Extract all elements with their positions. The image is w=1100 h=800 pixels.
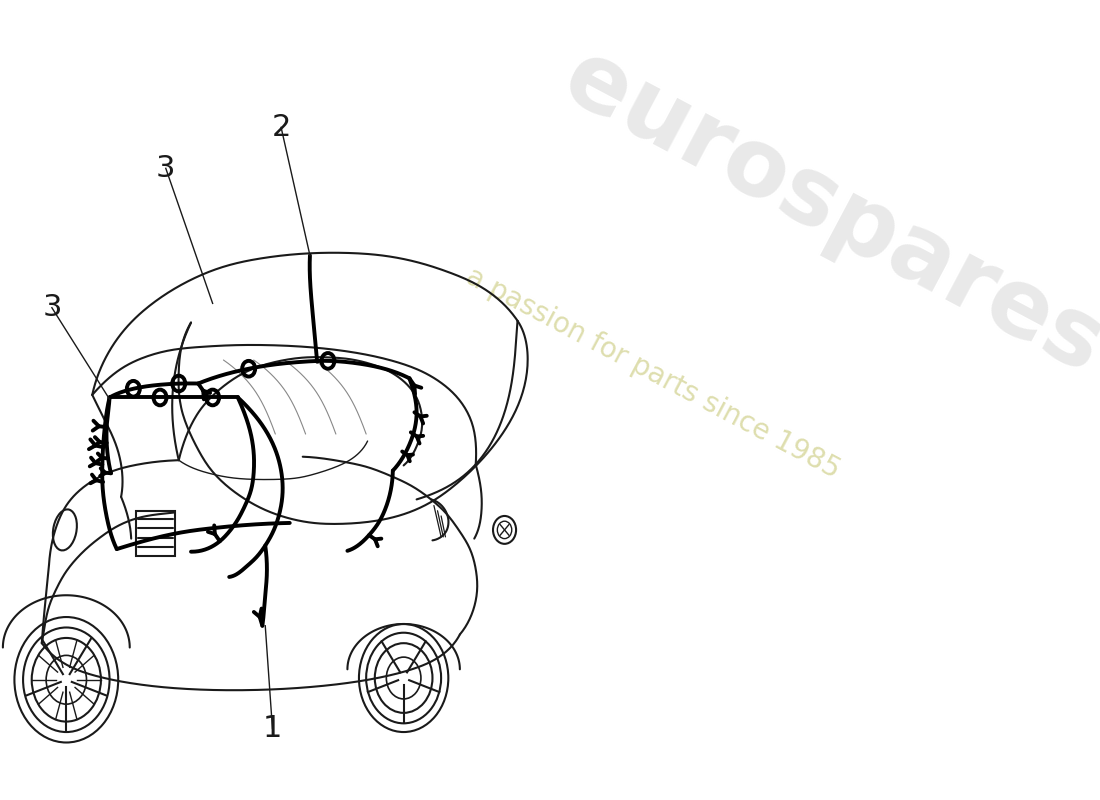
Text: a passion for parts since 1985: a passion for parts since 1985 xyxy=(461,262,845,484)
Text: 1: 1 xyxy=(263,714,282,743)
Text: 3: 3 xyxy=(156,154,176,183)
Text: 3: 3 xyxy=(42,294,62,322)
Text: eurospares: eurospares xyxy=(548,31,1100,393)
Text: 2: 2 xyxy=(272,113,290,142)
